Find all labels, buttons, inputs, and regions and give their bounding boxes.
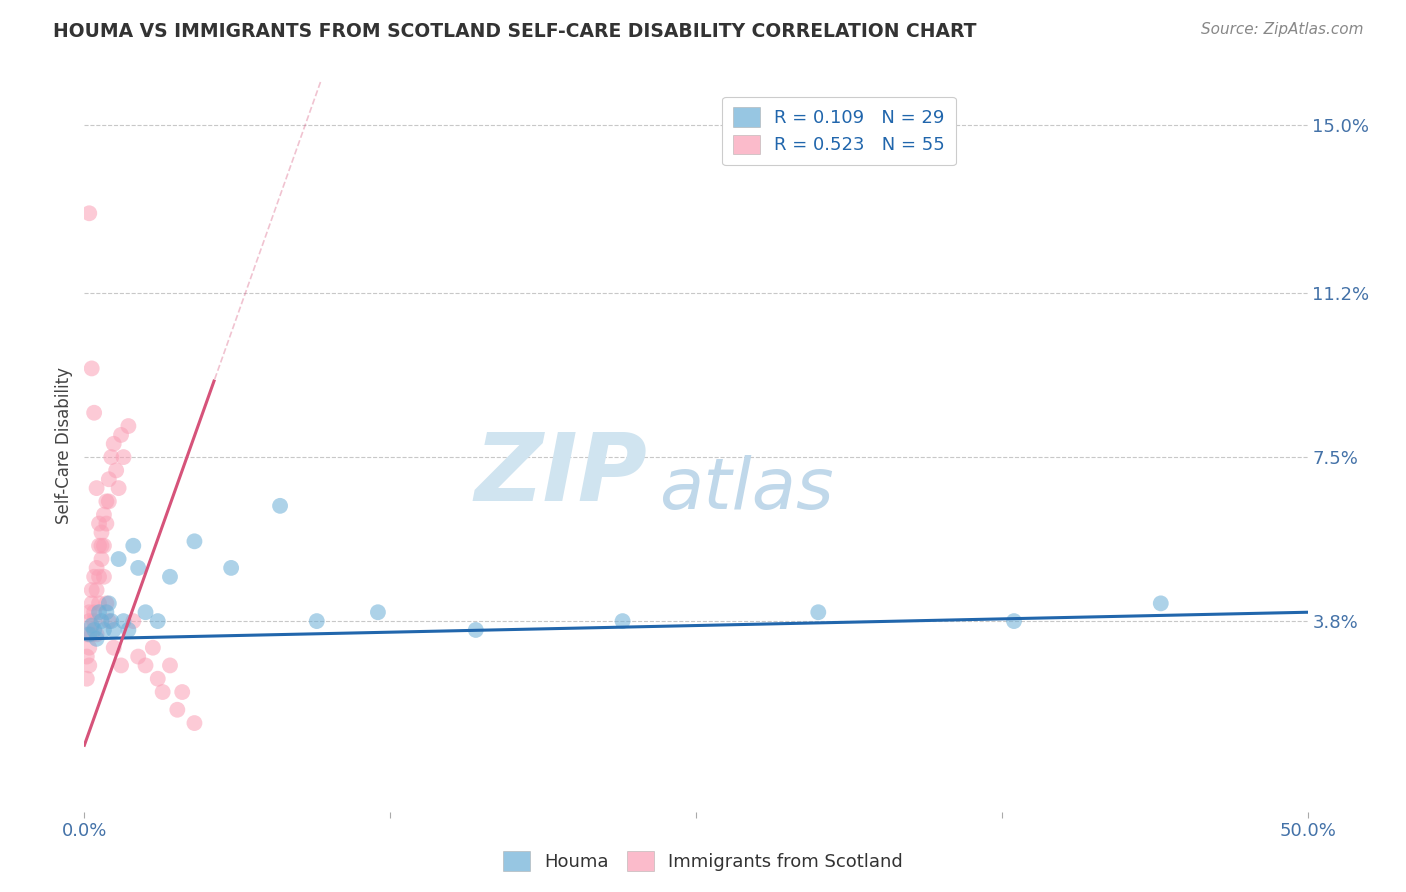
Point bbox=[166, 703, 188, 717]
Point bbox=[86, 481, 108, 495]
Point bbox=[269, 499, 291, 513]
Text: atlas: atlas bbox=[659, 456, 834, 524]
Text: HOUMA VS IMMIGRANTS FROM SCOTLAND SELF-CARE DISABILITY CORRELATION CHART: HOUMA VS IMMIGRANTS FROM SCOTLAND SELF-C… bbox=[53, 22, 977, 41]
Point bbox=[86, 583, 108, 598]
Point bbox=[159, 570, 181, 584]
Point bbox=[90, 525, 112, 540]
Point bbox=[90, 552, 112, 566]
Point bbox=[76, 627, 98, 641]
Point bbox=[83, 406, 105, 420]
Point bbox=[80, 596, 103, 610]
Point bbox=[87, 605, 110, 619]
Point bbox=[87, 596, 110, 610]
Point bbox=[122, 539, 145, 553]
Point bbox=[1002, 614, 1025, 628]
Point bbox=[77, 640, 100, 655]
Point bbox=[97, 596, 120, 610]
Point bbox=[90, 539, 112, 553]
Point bbox=[305, 614, 328, 628]
Point bbox=[96, 516, 118, 531]
Point bbox=[97, 614, 120, 628]
Point bbox=[96, 494, 118, 508]
Point bbox=[103, 640, 125, 655]
Point bbox=[135, 658, 157, 673]
Point bbox=[80, 627, 103, 641]
Point bbox=[87, 539, 110, 553]
Point bbox=[112, 614, 135, 628]
Point bbox=[80, 361, 103, 376]
Point bbox=[183, 716, 205, 731]
Point bbox=[93, 570, 115, 584]
Point bbox=[83, 614, 105, 628]
Point bbox=[87, 516, 110, 531]
Point bbox=[464, 623, 486, 637]
Point bbox=[110, 428, 132, 442]
Legend: R = 0.109   N = 29, R = 0.523   N = 55: R = 0.109 N = 29, R = 0.523 N = 55 bbox=[723, 96, 956, 165]
Point bbox=[103, 623, 125, 637]
Point bbox=[117, 419, 139, 434]
Point bbox=[77, 614, 100, 628]
Point bbox=[97, 472, 120, 486]
Point bbox=[80, 583, 103, 598]
Point bbox=[105, 463, 128, 477]
Point bbox=[76, 649, 98, 664]
Point bbox=[1150, 596, 1173, 610]
Point bbox=[77, 658, 100, 673]
Point bbox=[146, 672, 169, 686]
Point bbox=[77, 206, 100, 220]
Point bbox=[77, 627, 100, 641]
Point bbox=[93, 508, 115, 522]
Point bbox=[100, 450, 122, 464]
Point bbox=[159, 658, 181, 673]
Point bbox=[90, 614, 112, 628]
Point bbox=[367, 605, 389, 619]
Point bbox=[86, 561, 108, 575]
Point bbox=[80, 618, 103, 632]
Point bbox=[135, 605, 157, 619]
Point bbox=[142, 640, 165, 655]
Point bbox=[83, 570, 105, 584]
Point bbox=[122, 614, 145, 628]
Point bbox=[93, 623, 115, 637]
Point bbox=[219, 561, 242, 575]
Text: ZIP: ZIP bbox=[474, 429, 647, 521]
Point bbox=[112, 450, 135, 464]
Point bbox=[107, 481, 129, 495]
Point bbox=[96, 605, 118, 619]
Point bbox=[96, 596, 118, 610]
Point bbox=[172, 685, 194, 699]
Point bbox=[807, 605, 830, 619]
Point bbox=[117, 623, 139, 637]
Point bbox=[77, 605, 100, 619]
Point bbox=[86, 627, 108, 641]
Point bbox=[87, 570, 110, 584]
Point bbox=[127, 561, 149, 575]
Point bbox=[100, 614, 122, 628]
Point bbox=[83, 623, 105, 637]
Point bbox=[83, 605, 105, 619]
Point bbox=[183, 534, 205, 549]
Point bbox=[127, 649, 149, 664]
Point bbox=[152, 685, 174, 699]
Point bbox=[86, 632, 108, 646]
Point bbox=[103, 437, 125, 451]
Point bbox=[97, 494, 120, 508]
Legend: Houma, Immigrants from Scotland: Houma, Immigrants from Scotland bbox=[495, 844, 911, 879]
Point bbox=[93, 539, 115, 553]
Point bbox=[146, 614, 169, 628]
Point bbox=[612, 614, 634, 628]
Text: Source: ZipAtlas.com: Source: ZipAtlas.com bbox=[1201, 22, 1364, 37]
Point bbox=[107, 552, 129, 566]
Point bbox=[76, 672, 98, 686]
Point bbox=[110, 658, 132, 673]
Y-axis label: Self-Care Disability: Self-Care Disability bbox=[55, 368, 73, 524]
